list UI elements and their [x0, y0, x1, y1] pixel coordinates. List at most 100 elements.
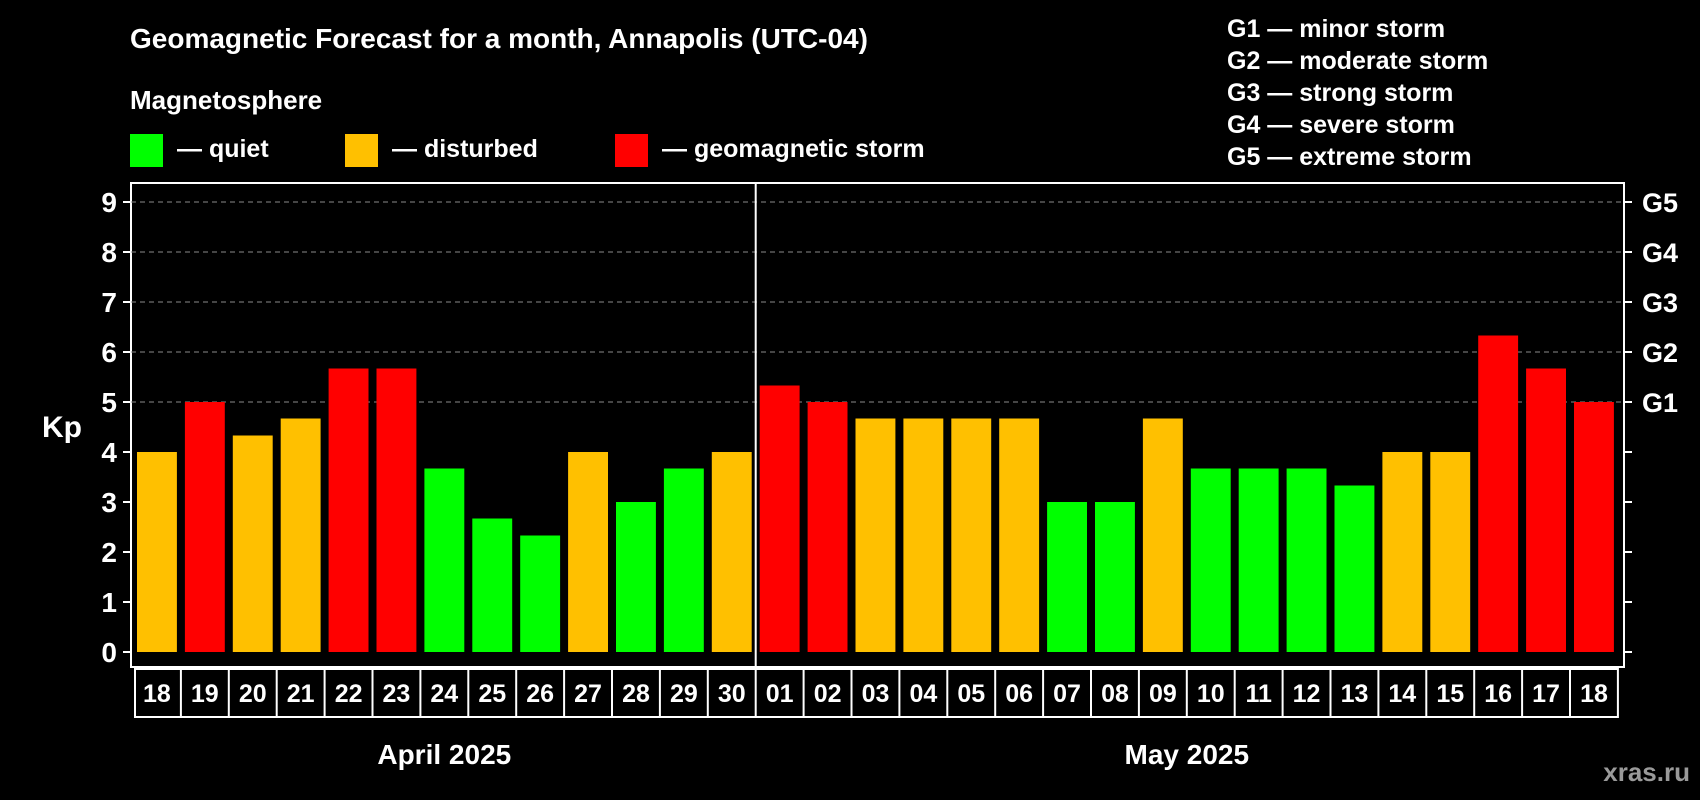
y-tick-label-7: 7 — [101, 287, 117, 318]
date-label-16: 04 — [909, 680, 937, 708]
storm-level-g4: G4 — severe storm — [1227, 111, 1455, 139]
y-tick-label-5: 5 — [101, 387, 117, 418]
bar-18 — [999, 418, 1040, 652]
date-label-8: 26 — [526, 680, 554, 708]
date-label-18: 06 — [1005, 680, 1033, 708]
bar-9 — [568, 452, 608, 652]
date-label-3: 21 — [287, 680, 315, 708]
bar-13 — [759, 385, 800, 652]
watermark: xras.ru — [1603, 757, 1690, 787]
date-label-7: 25 — [478, 680, 506, 708]
legend-heading: Magnetosphere — [130, 85, 322, 115]
bar-11 — [663, 468, 704, 652]
date-label-5: 23 — [382, 680, 410, 708]
date-label-22: 10 — [1197, 680, 1225, 708]
date-label-26: 14 — [1388, 680, 1416, 708]
month-labels: April 2025 May 2025 — [377, 739, 1249, 770]
date-row-frame — [134, 668, 1619, 718]
bar-27 — [1430, 452, 1471, 652]
date-label-0: 18 — [143, 680, 171, 708]
date-axis: 18 19 20 21 22 23 24 25 26 27 28 29 30 01 02 03 04 05 06 07… — [134, 668, 1619, 718]
bar-21 — [1142, 418, 1183, 652]
y-tick-label-6: 6 — [101, 337, 117, 368]
right-axis-label-g5: G5 — [1642, 188, 1678, 218]
plot-frame — [130, 182, 1625, 668]
legend-label-storm: — geomagnetic storm — [662, 135, 925, 163]
legend-swatch-storm — [615, 134, 648, 167]
date-label-24: 12 — [1293, 680, 1321, 708]
date-label-17: 05 — [957, 680, 985, 708]
y-tick-label-3: 3 — [101, 487, 117, 518]
date-label-19: 07 — [1053, 680, 1081, 708]
bar-23 — [1238, 468, 1279, 652]
bar-5 — [376, 368, 417, 652]
right-axis-label-g1: G1 — [1642, 388, 1678, 418]
bar-15 — [855, 418, 896, 652]
bar-25 — [1334, 485, 1375, 652]
date-label-11: 29 — [670, 680, 698, 708]
legend-swatch-disturbed — [345, 134, 378, 167]
bar-29 — [1526, 368, 1566, 652]
date-label-2: 20 — [239, 680, 267, 708]
right-axis-label-g2: G2 — [1642, 338, 1678, 368]
right-axis-label-g3: G3 — [1642, 288, 1678, 318]
bar-4 — [328, 368, 369, 652]
bar-17 — [951, 418, 992, 652]
bar-12 — [711, 452, 752, 652]
bar-3 — [280, 418, 321, 652]
date-label-12: 30 — [718, 680, 746, 708]
y-axis: 0 1 2 3 4 5 6 7 8 9 — [101, 187, 131, 668]
right-axis: G1 G2 G3 G4 G5 — [1624, 188, 1678, 653]
y-tick-label-9: 9 — [101, 187, 117, 218]
bars — [137, 335, 1614, 652]
date-label-9: 27 — [574, 680, 602, 708]
bar-26 — [1382, 452, 1423, 652]
date-label-13: 01 — [766, 680, 794, 708]
bar-16 — [903, 418, 944, 652]
bar-8 — [520, 535, 561, 652]
bar-1 — [184, 402, 225, 652]
storm-level-g1: G1 — minor storm — [1227, 15, 1445, 43]
date-label-6: 24 — [430, 680, 458, 708]
bar-0 — [137, 452, 177, 652]
bar-30 — [1574, 402, 1614, 652]
date-label-20: 08 — [1101, 680, 1129, 708]
storm-level-g3: G3 — strong storm — [1227, 79, 1453, 107]
y-tick-label-1: 1 — [101, 587, 117, 618]
right-axis-label-g4: G4 — [1642, 238, 1678, 268]
bar-20 — [1095, 502, 1135, 652]
month-label-0: April 2025 — [377, 739, 511, 770]
y-axis-label: Kp — [42, 411, 82, 444]
bar-19 — [1047, 502, 1087, 652]
legend-label-disturbed: — disturbed — [392, 135, 538, 163]
bar-14 — [807, 402, 848, 652]
y-tick-label-4: 4 — [101, 437, 117, 468]
y-tick-label-8: 8 — [101, 237, 117, 268]
month-label-1: May 2025 — [1125, 739, 1250, 770]
bar-10 — [616, 502, 656, 652]
date-label-15: 03 — [862, 680, 890, 708]
date-label-25: 13 — [1341, 680, 1369, 708]
legend-quiet: — quiet — [130, 134, 269, 167]
bar-22 — [1190, 468, 1231, 652]
y-tick-label-2: 2 — [101, 537, 117, 568]
date-label-21: 09 — [1149, 680, 1177, 708]
date-label-14: 02 — [814, 680, 842, 708]
y-tick-label-0: 0 — [101, 637, 117, 668]
bar-24 — [1286, 468, 1327, 652]
date-label-23: 11 — [1245, 680, 1272, 708]
date-label-27: 15 — [1436, 680, 1464, 708]
chart-title: Geomagnetic Forecast for a month, Annapo… — [130, 23, 868, 54]
storm-level-key: G1 — minor storm G2 — moderate storm G3 … — [1227, 15, 1488, 171]
grid-lines — [131, 201, 1624, 403]
bar-28 — [1478, 335, 1519, 652]
date-label-30: 18 — [1580, 680, 1608, 708]
date-label-29: 17 — [1532, 680, 1560, 708]
storm-level-g5: G5 — extreme storm — [1227, 143, 1472, 171]
legend-swatch-quiet — [130, 134, 163, 167]
legend-label-quiet: — quiet — [177, 135, 269, 163]
storm-level-g2: G2 — moderate storm — [1227, 47, 1488, 75]
bar-2 — [232, 435, 273, 652]
bar-7 — [472, 518, 513, 652]
